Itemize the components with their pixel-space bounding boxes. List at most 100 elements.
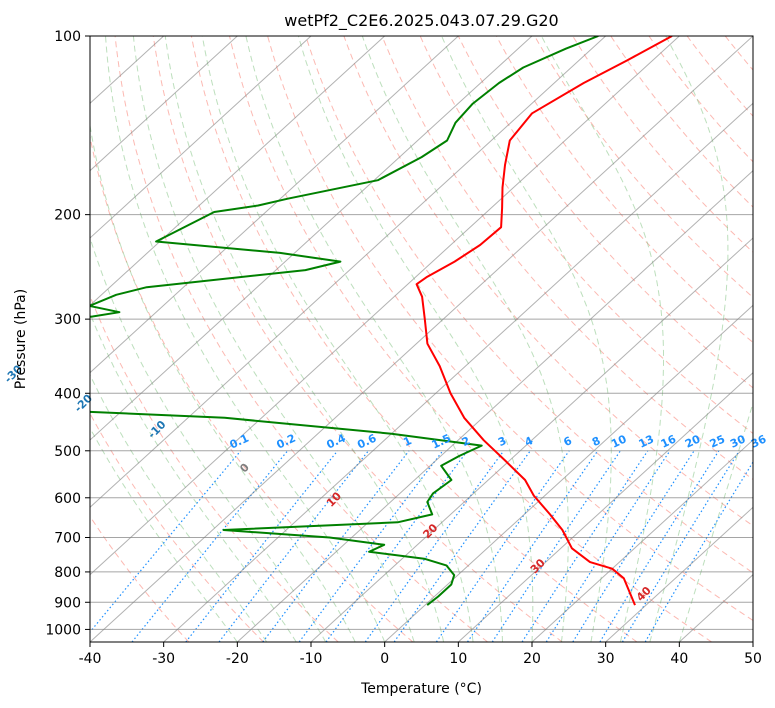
dry-adiabat — [648, 36, 753, 163]
mixing-ratio-label: 30 — [728, 432, 748, 450]
moist-adiabat — [649, 36, 729, 642]
dry-adiabat — [305, 36, 753, 574]
x-axis-label: Temperature (°C) — [360, 681, 482, 697]
dry-adiabat — [90, 515, 190, 642]
moist-adiabat — [90, 122, 356, 642]
mixing-ratio-label: 0.1 — [228, 432, 251, 452]
x-tick-label: 20 — [523, 651, 541, 667]
dry-adiabat — [724, 36, 753, 71]
moist-adiabat — [105, 36, 386, 642]
dry-adiabat-label: -10 — [145, 418, 168, 441]
mixing-ratio-line — [467, 450, 599, 642]
mixing-ratio-label: 0.2 — [275, 432, 298, 452]
mixing-ratio-label: 8 — [590, 434, 602, 449]
isotherm — [310, 237, 753, 642]
dry-adiabat-label: 0 — [237, 461, 252, 476]
y-tick-label: 400 — [54, 386, 81, 402]
dry-adiabat — [190, 36, 638, 642]
series-layer — [90, 36, 673, 606]
isotherm — [90, 36, 680, 576]
dry-adiabat — [343, 36, 753, 527]
moist-adiabat — [245, 36, 503, 642]
series-line-1 — [90, 36, 599, 606]
mixing-ratio-label: 0.4 — [325, 431, 348, 451]
dry-adiabat — [419, 36, 753, 435]
mixing-ratio-line — [393, 450, 531, 642]
x-tick-label: 30 — [597, 651, 615, 667]
isotherm — [90, 36, 312, 239]
moist-adiabat — [540, 36, 664, 642]
mixing-ratio-label: 20 — [683, 432, 703, 450]
annotation-layer: 0.10.20.40.611.52346810131620253036-100-… — [2, 362, 769, 604]
mixing-ratio-line — [262, 450, 410, 642]
isotherm — [90, 36, 607, 509]
moist-adiabat — [678, 401, 753, 642]
dry-adiabat — [686, 36, 753, 117]
mixing-ratio-line — [131, 450, 289, 642]
isotherm — [531, 439, 753, 642]
isotherm — [236, 169, 753, 642]
dry-adiabat — [229, 36, 712, 642]
mixing-ratio-line — [572, 450, 695, 642]
moist-adiabat — [297, 36, 534, 642]
isotherm — [163, 102, 753, 642]
plot-frame — [89, 35, 754, 643]
mixing-ratio-label: 36 — [749, 432, 769, 450]
mixing-ratio-line — [218, 450, 369, 642]
isotherm — [752, 641, 753, 642]
mixing-ratio-line — [545, 450, 671, 642]
mixing-ratio-line — [644, 460, 753, 642]
y-tick-label: 500 — [54, 444, 81, 460]
dry-adiabat — [90, 134, 414, 642]
moist-adiabat — [361, 36, 569, 642]
isotherm — [90, 36, 533, 441]
isotherm — [384, 304, 753, 642]
mixing-ratio-line — [364, 450, 505, 642]
mixing-ratio-label: 25 — [708, 432, 727, 450]
mixing-ratio-line — [491, 450, 621, 642]
moist-adiabat — [441, 36, 612, 642]
mixing-ratio-label: 10 — [609, 432, 629, 450]
dry-adiabat — [152, 36, 563, 642]
dry-adiabat — [90, 294, 339, 642]
y-tick-label: 100 — [54, 29, 81, 45]
chart-title: wetPf2_C2E6.2025.043.07.29.G20 — [284, 11, 558, 31]
isotherm — [90, 36, 459, 374]
x-tick-label: -10 — [300, 651, 323, 667]
y-tick-label: 1000 — [45, 622, 81, 638]
y-tick-label: 700 — [54, 531, 81, 547]
y-tick-label: 900 — [54, 595, 81, 611]
mixing-ratio-line — [90, 450, 242, 633]
series-line-0 — [415, 36, 673, 606]
mixing-ratio-line — [621, 450, 740, 642]
dry-adiabat — [114, 36, 488, 642]
mixing-ratio-label: 16 — [659, 432, 679, 450]
dry-adiabat — [90, 412, 264, 642]
x-tick-label: -30 — [152, 651, 175, 667]
y-tick-label: 800 — [54, 565, 81, 581]
dry-adiabat — [763, 36, 775, 642]
dry-adiabat — [572, 36, 753, 253]
dry-adiabat — [381, 36, 753, 481]
x-tick-label: -40 — [79, 651, 102, 667]
dry-adiabat — [495, 36, 753, 344]
isotherm — [90, 36, 238, 172]
moist-adiabat — [90, 373, 268, 642]
x-tick-label: 0 — [380, 651, 389, 667]
x-tick-label: -20 — [226, 651, 249, 667]
mixing-ratio-label: 6 — [561, 434, 574, 449]
moist-adiabat — [201, 36, 474, 642]
isotherm — [90, 36, 753, 642]
mixing-ratio-line — [298, 450, 444, 642]
y-tick-label: 200 — [54, 208, 81, 224]
axes-layer: -40 -30 -20 -10 0 10 20 30 40 5010020030040050060… — [45, 29, 762, 667]
moist-adiabat — [90, 312, 297, 642]
grid-layer — [90, 36, 775, 642]
moist-adiabat — [164, 36, 445, 642]
x-tick-label: 40 — [670, 651, 688, 667]
mixing-ratio-label: 13 — [637, 432, 656, 450]
y-axis-label: Pressure (hPa) — [13, 289, 29, 389]
dry-adiabat — [267, 36, 753, 622]
mixing-ratio-line — [599, 450, 720, 642]
